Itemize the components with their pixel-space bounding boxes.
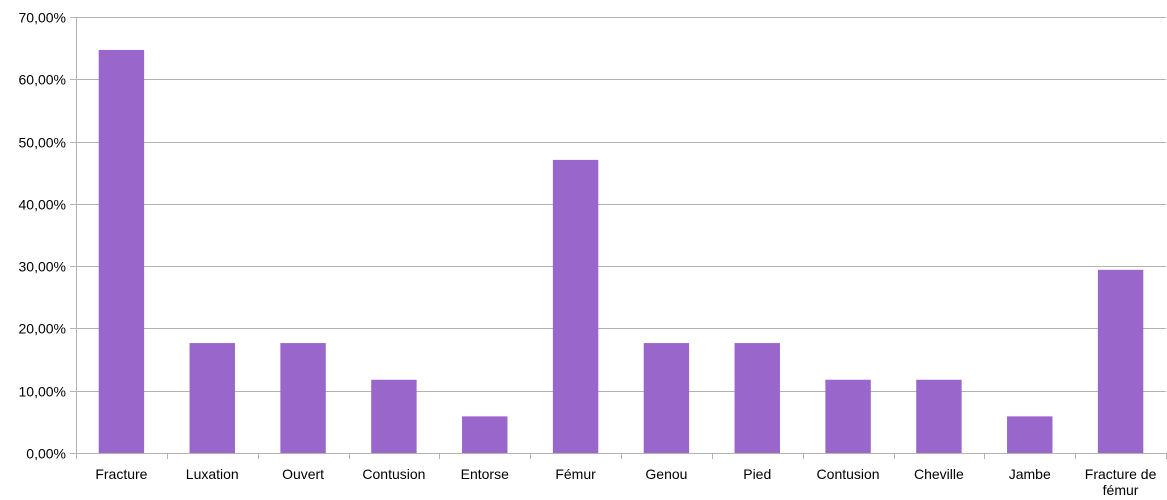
x-category-label: Jambe	[1009, 466, 1051, 482]
bar	[916, 379, 962, 453]
y-axis-ticks: 0,00% 10,00% 20,00% 30,00% 40,00% 50,00% 60,00…	[19, 10, 76, 462]
y-tick-label: 10,00%	[19, 384, 66, 400]
bar	[1097, 269, 1144, 453]
y-tick-label: 60,00%	[19, 72, 66, 88]
bar	[552, 159, 599, 453]
x-category-label-line: Fracture	[95, 466, 147, 482]
x-category-label-line: Pied	[743, 466, 771, 482]
bar	[98, 49, 145, 453]
bar	[462, 416, 508, 453]
x-category-label: Contusion	[362, 466, 425, 482]
x-category-label: Contusion	[817, 466, 880, 482]
y-tick-label: 0,00%	[26, 446, 66, 462]
x-category-label-line: Genou	[645, 466, 687, 482]
x-category-label-line: Contusion	[362, 466, 425, 482]
bar	[1007, 416, 1053, 453]
x-category-label-line: Jambe	[1009, 466, 1051, 482]
x-category-label: Genou	[645, 466, 687, 482]
y-tick-label: 40,00%	[19, 197, 66, 213]
x-category-label-line: Cheville	[914, 466, 964, 482]
x-category-label-line: Luxation	[186, 466, 239, 482]
bars	[98, 49, 1144, 453]
x-category-label-line: Entorse	[461, 466, 509, 482]
bar	[825, 379, 871, 453]
bar	[734, 343, 780, 453]
x-category-label: Pied	[743, 466, 771, 482]
x-category-label-line: fémur	[1103, 482, 1139, 498]
x-category-label: Cheville	[914, 466, 964, 482]
x-category-label-line: Contusion	[817, 466, 880, 482]
y-tick-label: 50,00%	[19, 135, 66, 151]
x-category-label: Ouvert	[282, 466, 324, 482]
y-tick-label: 20,00%	[19, 321, 66, 337]
y-tick-label: 30,00%	[19, 259, 66, 275]
bar	[189, 343, 235, 453]
x-category-label: Fémur	[555, 466, 596, 482]
x-axis-labels: Fracture Luxation Ouvert Contusion Entorse Fé…	[95, 466, 1156, 498]
x-category-label: Luxation	[186, 466, 239, 482]
x-category-label-line: Fracture de	[1085, 466, 1157, 482]
bar	[643, 343, 690, 453]
x-category-label-line: Ouvert	[282, 466, 324, 482]
gridlines	[76, 17, 1166, 392]
bar	[280, 343, 326, 453]
axes	[76, 17, 1167, 459]
x-category-label: Fracture	[95, 466, 147, 482]
x-category-label: Entorse	[461, 466, 509, 482]
y-tick-label: 70,00%	[19, 10, 66, 26]
bar	[371, 379, 417, 453]
x-category-label: Fracture de fémur	[1085, 466, 1157, 498]
x-category-label-line: Fémur	[555, 466, 596, 482]
